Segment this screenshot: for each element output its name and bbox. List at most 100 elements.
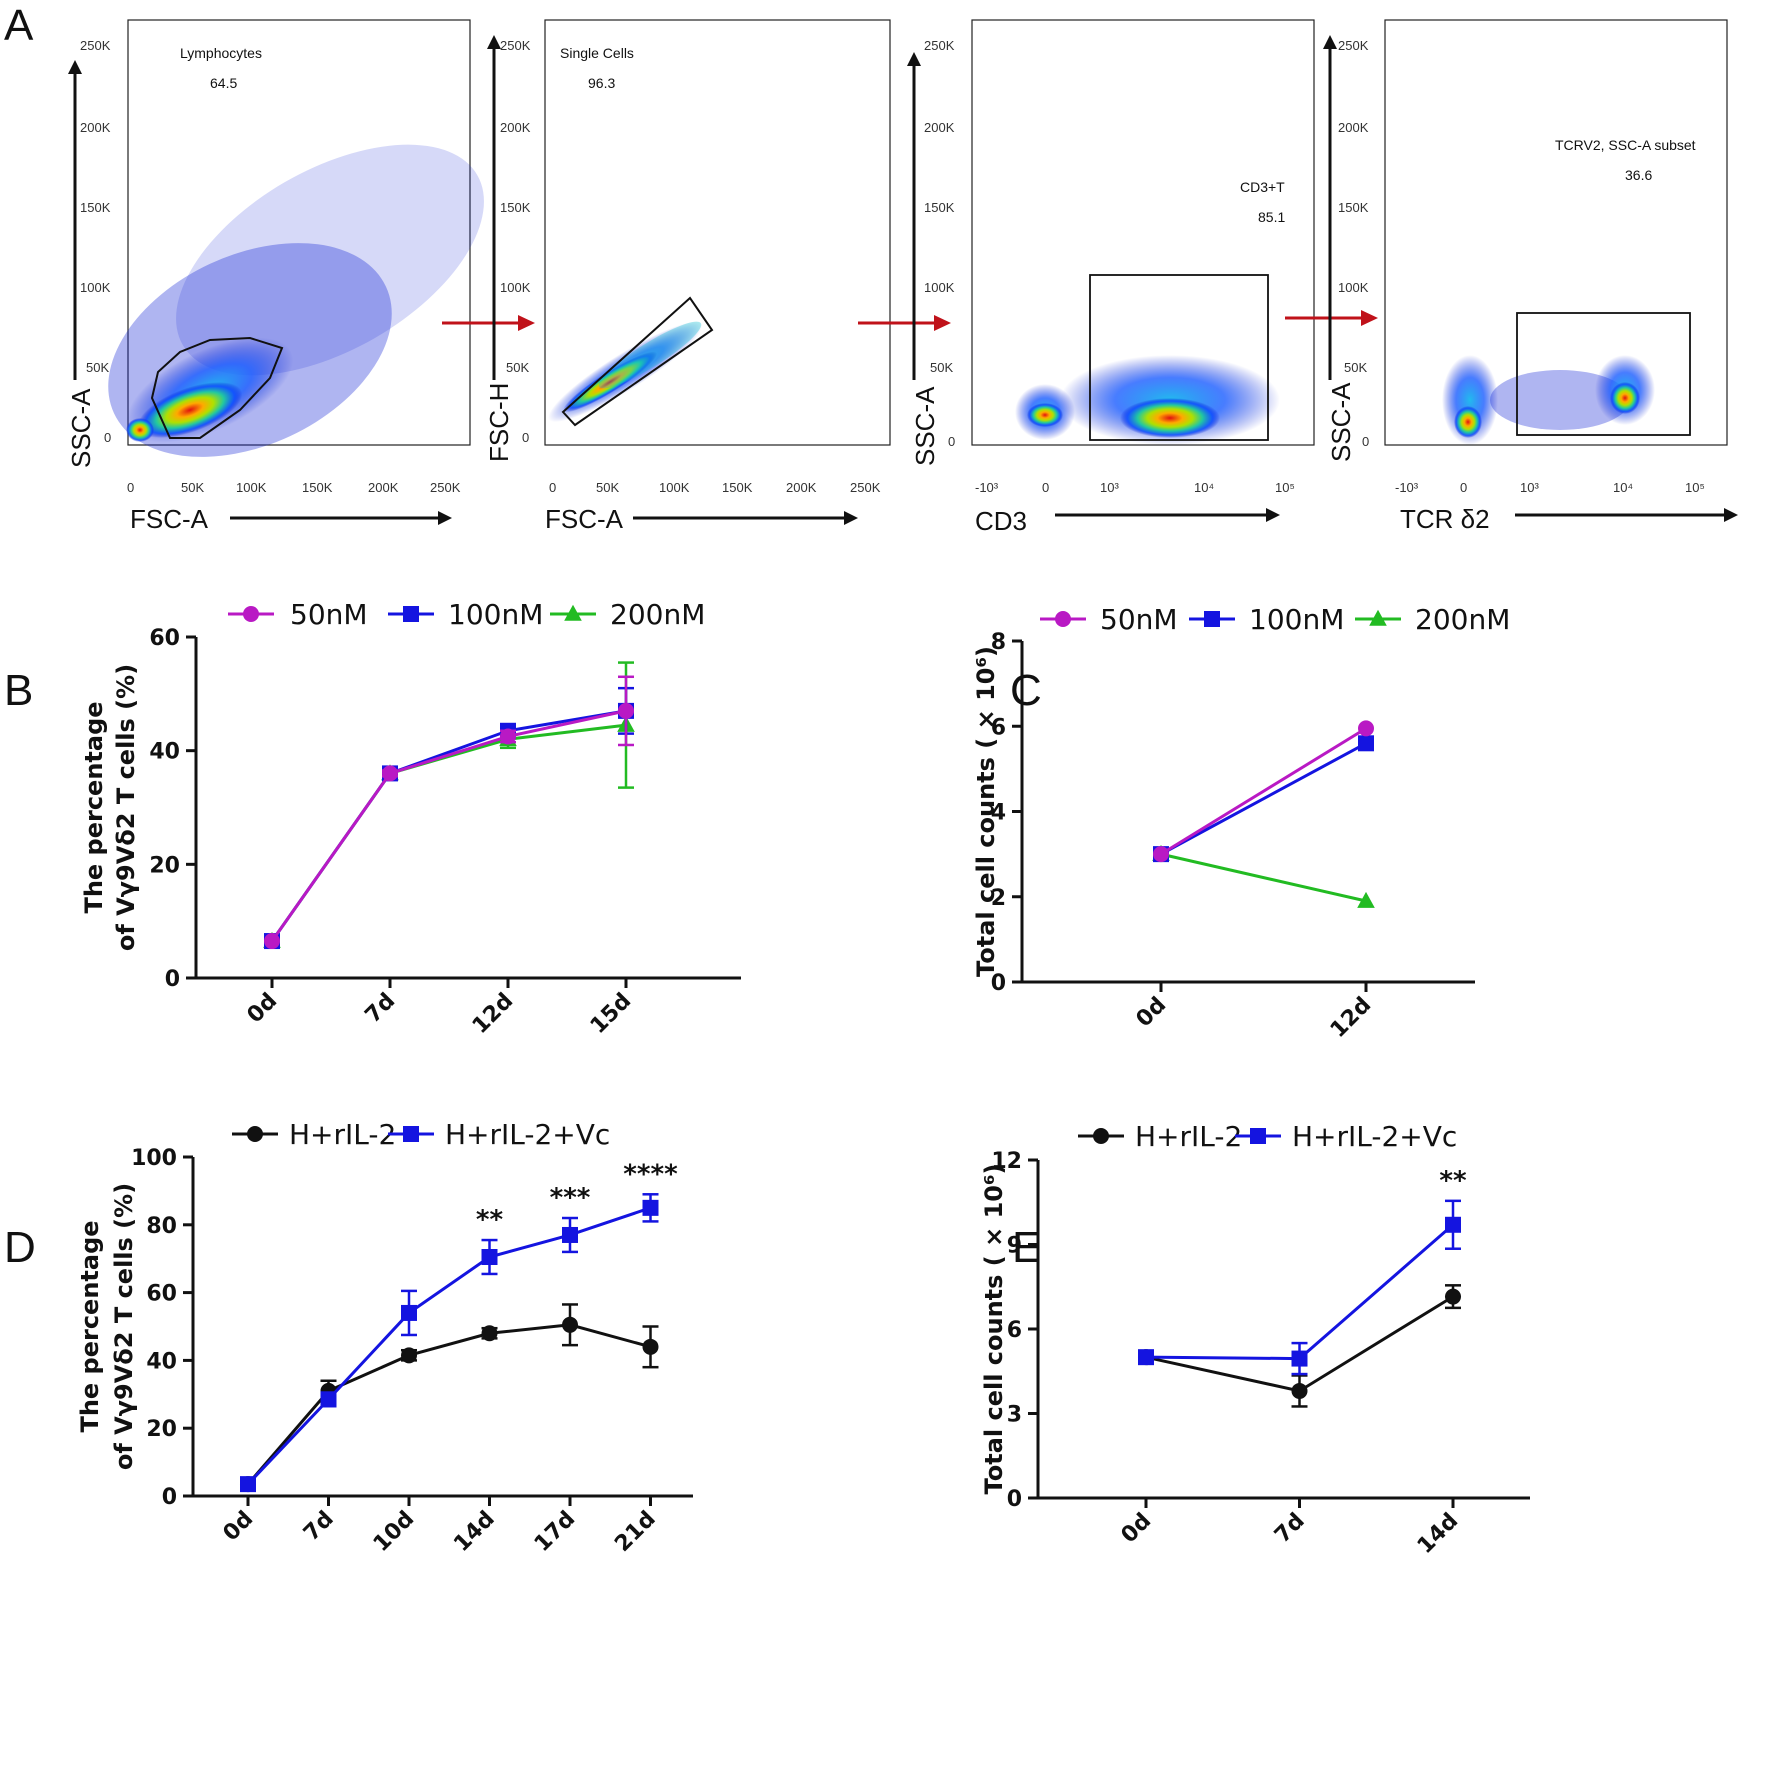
series-h-ril-2-vc [240,1193,659,1493]
data-point [1138,1349,1154,1366]
legend: H+rIL-2 H+rIL-2+Vc [232,1118,610,1151]
x-tick-labels: -10³ 0 10³ 10⁴ 10⁵ [975,480,1295,495]
svg-text:0: 0 [104,430,111,445]
y-tick-label: 12 [991,1149,1022,1174]
y-tick-label: 6 [1007,1318,1022,1343]
series-h-ril-2 [1138,1284,1461,1408]
series-200nm [1152,844,1375,908]
flow-plot-cd3: CD3+T 85.1 0 50K 100K 150K 200K 250K -10… [907,19,1315,536]
data-point [642,1199,659,1216]
svg-text:0: 0 [1362,434,1369,449]
x-tick-labels: 0 50K 100K 150K 200K 250K [549,480,881,495]
series-line [1160,741,1367,856]
y-tick-label: 60 [149,626,180,651]
svg-text:0: 0 [549,480,556,495]
series-200nm [263,661,635,948]
y-axis-label: Total cell counts ( × 10⁶) [972,646,1000,977]
y-axis-label: SSC-A [910,386,940,466]
legend-label: H+rIL-2+Vc [445,1118,610,1151]
panel-letter-b: B [4,666,33,715]
legend: 50nM 100nM 200nM [228,598,705,631]
y-tick-label: 0 [162,1485,177,1510]
x-tick-label: 17d [530,1507,580,1557]
legend-label: 200nM [610,598,705,631]
plot-frame [127,19,471,446]
gate-name: Single Cells [560,45,634,61]
legend-marker [403,606,419,622]
data-point [481,1325,498,1342]
y-tick-label: 3 [1007,1403,1022,1428]
legend-marker [564,604,582,621]
y-axis-label-line2: of Vγ9Vδ2 T cells (%) [112,664,140,951]
dot-density [1015,355,1280,445]
y-tick-label: 40 [146,1349,177,1374]
gating-arrow-1-head [518,315,535,331]
data-point [1358,720,1374,737]
data-point [1357,891,1375,908]
y-axis-label-line2: of Vγ9Vδ2 T cells (%) [110,1183,138,1470]
y-tick-labels: 0 50K 100K 150K 200K 250K [80,38,111,445]
data-point [500,728,516,745]
svg-text:10³: 10³ [1520,480,1539,495]
x-tick-label: 21d [610,1507,660,1557]
svg-text:10⁴: 10⁴ [1194,480,1214,495]
svg-text:0: 0 [522,430,529,445]
x-axis-label: FSC-A [545,504,624,534]
x-tick-label: 14d [449,1507,499,1557]
lymphocyte-gate [150,336,284,439]
legend-label: H+rIL-2 [289,1118,396,1151]
y-tick-label: 0 [991,971,1006,996]
svg-text:0: 0 [1042,480,1049,495]
legend-label: 100nM [1249,603,1344,636]
y-axis-label: FSC-H [484,383,514,462]
svg-text:150K: 150K [302,480,333,495]
dot-density [1442,355,1655,445]
data-point [1358,735,1374,752]
data-point [401,1347,417,1364]
flow-plot-fsc-ssc: Lymphocytes 64.5 0 50K 100K 150K 200K 25… [66,19,484,534]
tcr-gate [1516,312,1691,436]
svg-text:100K: 100K [500,280,531,295]
data-point [618,702,634,719]
y-tick-label: 4 [991,801,1006,826]
series-h-ril-2 [240,1303,659,1493]
series-line [246,1206,651,1486]
svg-text:150K: 150K [722,480,753,495]
svg-text:250K: 250K [430,480,461,495]
gate-name: CD3+T [1240,179,1285,195]
data-point [1291,1350,1308,1367]
y-axis-label-line1: The percentage [76,1220,104,1432]
dot-density [108,144,484,457]
x-arrow-head [844,511,858,525]
svg-text:250K: 250K [80,38,111,53]
series-line [270,709,627,942]
svg-text:150K: 150K [1338,200,1369,215]
svg-text:10³: 10³ [1100,480,1119,495]
x-tick-label: 0d [219,1507,259,1547]
y-arrow-head [1323,35,1337,49]
y-tick-label: 60 [146,1282,177,1307]
gate-value: 85.1 [1258,209,1285,225]
y-arrow-head [907,52,921,66]
plot-frame [544,19,891,446]
y-axis-label: Total cell counts ( × 10⁶) [980,1164,1008,1495]
svg-text:200K: 200K [368,480,399,495]
x-arrow-head [1724,508,1738,522]
series-50nm [264,675,634,950]
gate-name: TCRV2, SSC-A subset [1555,137,1696,153]
data-point [264,933,280,950]
data-point [562,1226,578,1243]
data-point [382,765,398,782]
x-tick-label: 15d [586,989,636,1039]
svg-text:50K: 50K [86,360,109,375]
x-arrow-head [438,511,452,525]
series-line [1145,1223,1454,1361]
y-tick-label: 0 [165,967,180,992]
series-line [1160,727,1367,856]
series-50nm [1153,720,1374,863]
x-axis-label: CD3 [975,506,1027,536]
y-tick-label: 80 [146,1214,177,1239]
y-tick-labels: 0 50K 100K 150K 200K 250K [924,38,955,449]
x-tick-labels: -10³ 0 10³ 10⁴ 10⁵ [1395,480,1705,495]
flow-plot-tcr: TCRV2, SSC-A subset 36.6 0 50K 100K 150K… [1323,19,1738,534]
